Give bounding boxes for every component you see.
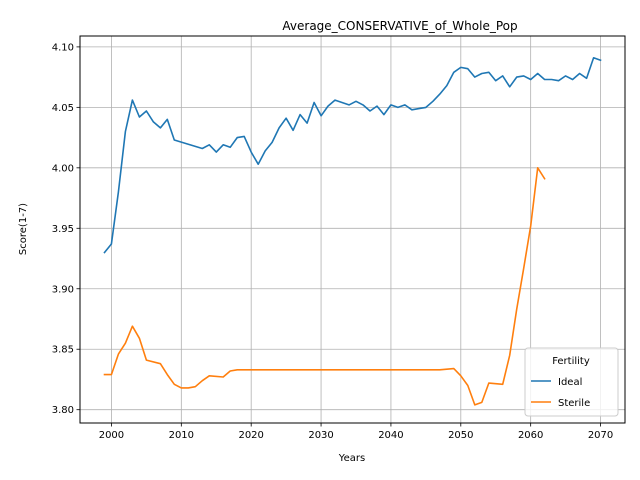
y-tick-label: 4.05	[52, 103, 74, 114]
legend-label-sterile: Sterile	[558, 398, 590, 409]
legend-title: Fertility	[552, 356, 590, 367]
legend-label-ideal: Ideal	[558, 377, 582, 388]
x-axis: 2000 2010 2020 2030 2040 2050 2060 2070	[99, 423, 613, 441]
series-line-sterile	[103, 167, 546, 406]
x-tick-label: 2060	[518, 430, 543, 441]
y-axis: 3.80 3.85 3.90 3.95 4.00 4.05 4.10	[52, 42, 80, 416]
x-tick-label: 2030	[308, 430, 333, 441]
plot-frame	[79, 35, 626, 424]
y-tick-label: 3.80	[52, 405, 74, 416]
x-tick-label: 2010	[169, 430, 194, 441]
x-axis-title: Years	[338, 453, 365, 464]
y-tick-label: 3.85	[52, 345, 74, 356]
x-tick-label: 2070	[588, 430, 613, 441]
x-tick-label: 2050	[448, 430, 473, 441]
x-tick-label: 2000	[99, 430, 124, 441]
legend-box	[524, 347, 619, 417]
series-layer	[103, 56, 602, 406]
legend: Fertility Ideal Sterile	[524, 347, 619, 417]
y-tick-label: 3.90	[52, 284, 74, 295]
y-axis-title: Score(1-7)	[18, 203, 29, 255]
x-tick-label: 2040	[378, 430, 403, 441]
y-tick-label: 3.95	[52, 224, 74, 235]
y-tick-label: 4.00	[52, 163, 74, 174]
series-line-ideal	[103, 56, 602, 254]
chart-title: Average_CONSERVATIVE_of_Whole_Pop	[282, 19, 517, 33]
x-tick-label: 2020	[238, 430, 263, 441]
y-tick-label: 4.10	[52, 42, 74, 53]
